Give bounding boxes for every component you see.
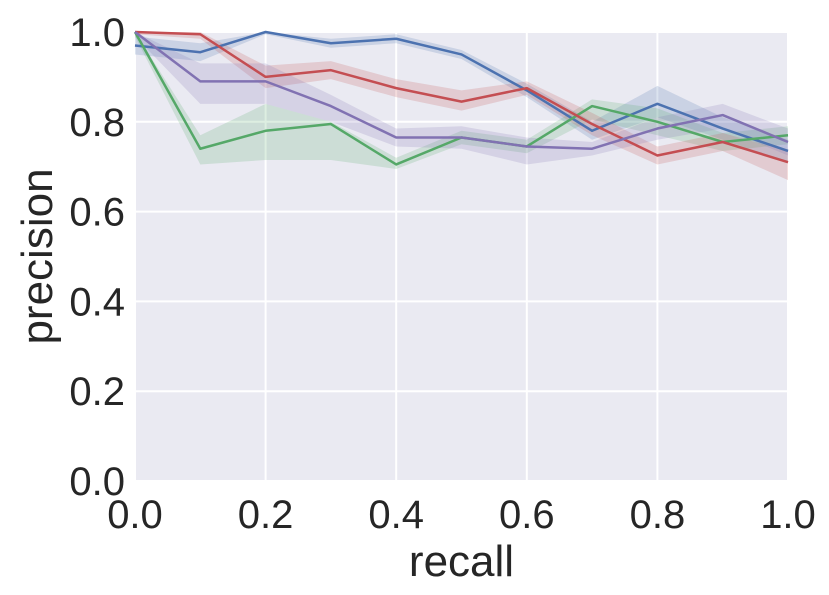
y-tick-labels: 0.0 0.2 0.4 0.6 0.8 1.0 (69, 11, 125, 504)
y-tick-label: 0.8 (69, 101, 125, 145)
x-tick-label: 0.2 (238, 493, 294, 537)
series-band-3 (135, 32, 788, 165)
series-line-2 (134, 30, 789, 164)
x-tick-label: 0.0 (107, 493, 163, 537)
y-tick-label: 0.0 (69, 460, 125, 504)
y-tick-label: 1.0 (69, 11, 125, 55)
x-axis-label: recall (409, 537, 514, 586)
grid-lines (134, 31, 789, 482)
x-tick-labels: 0.0 0.2 0.4 0.6 0.8 1.0 (107, 493, 816, 537)
y-tick-label: 0.2 (69, 370, 125, 414)
x-tick-label: 0.4 (368, 493, 424, 537)
series-band-2 (135, 32, 788, 181)
series-line-3 (134, 31, 789, 150)
series-line-0 (134, 30, 789, 153)
x-tick-label: 1.0 (760, 493, 816, 537)
x-tick-label: 0.6 (499, 493, 555, 537)
series-band-1 (135, 32, 788, 169)
y-axis-label: precision (13, 168, 62, 344)
y-tick-label: 0.4 (69, 280, 125, 324)
confidence-bands (135, 32, 788, 181)
plot-area (135, 32, 788, 481)
y-tick-label: 0.6 (69, 191, 125, 235)
x-tick-label: 0.8 (630, 493, 686, 537)
series-band-0 (135, 32, 788, 163)
series-lines (133, 30, 789, 166)
